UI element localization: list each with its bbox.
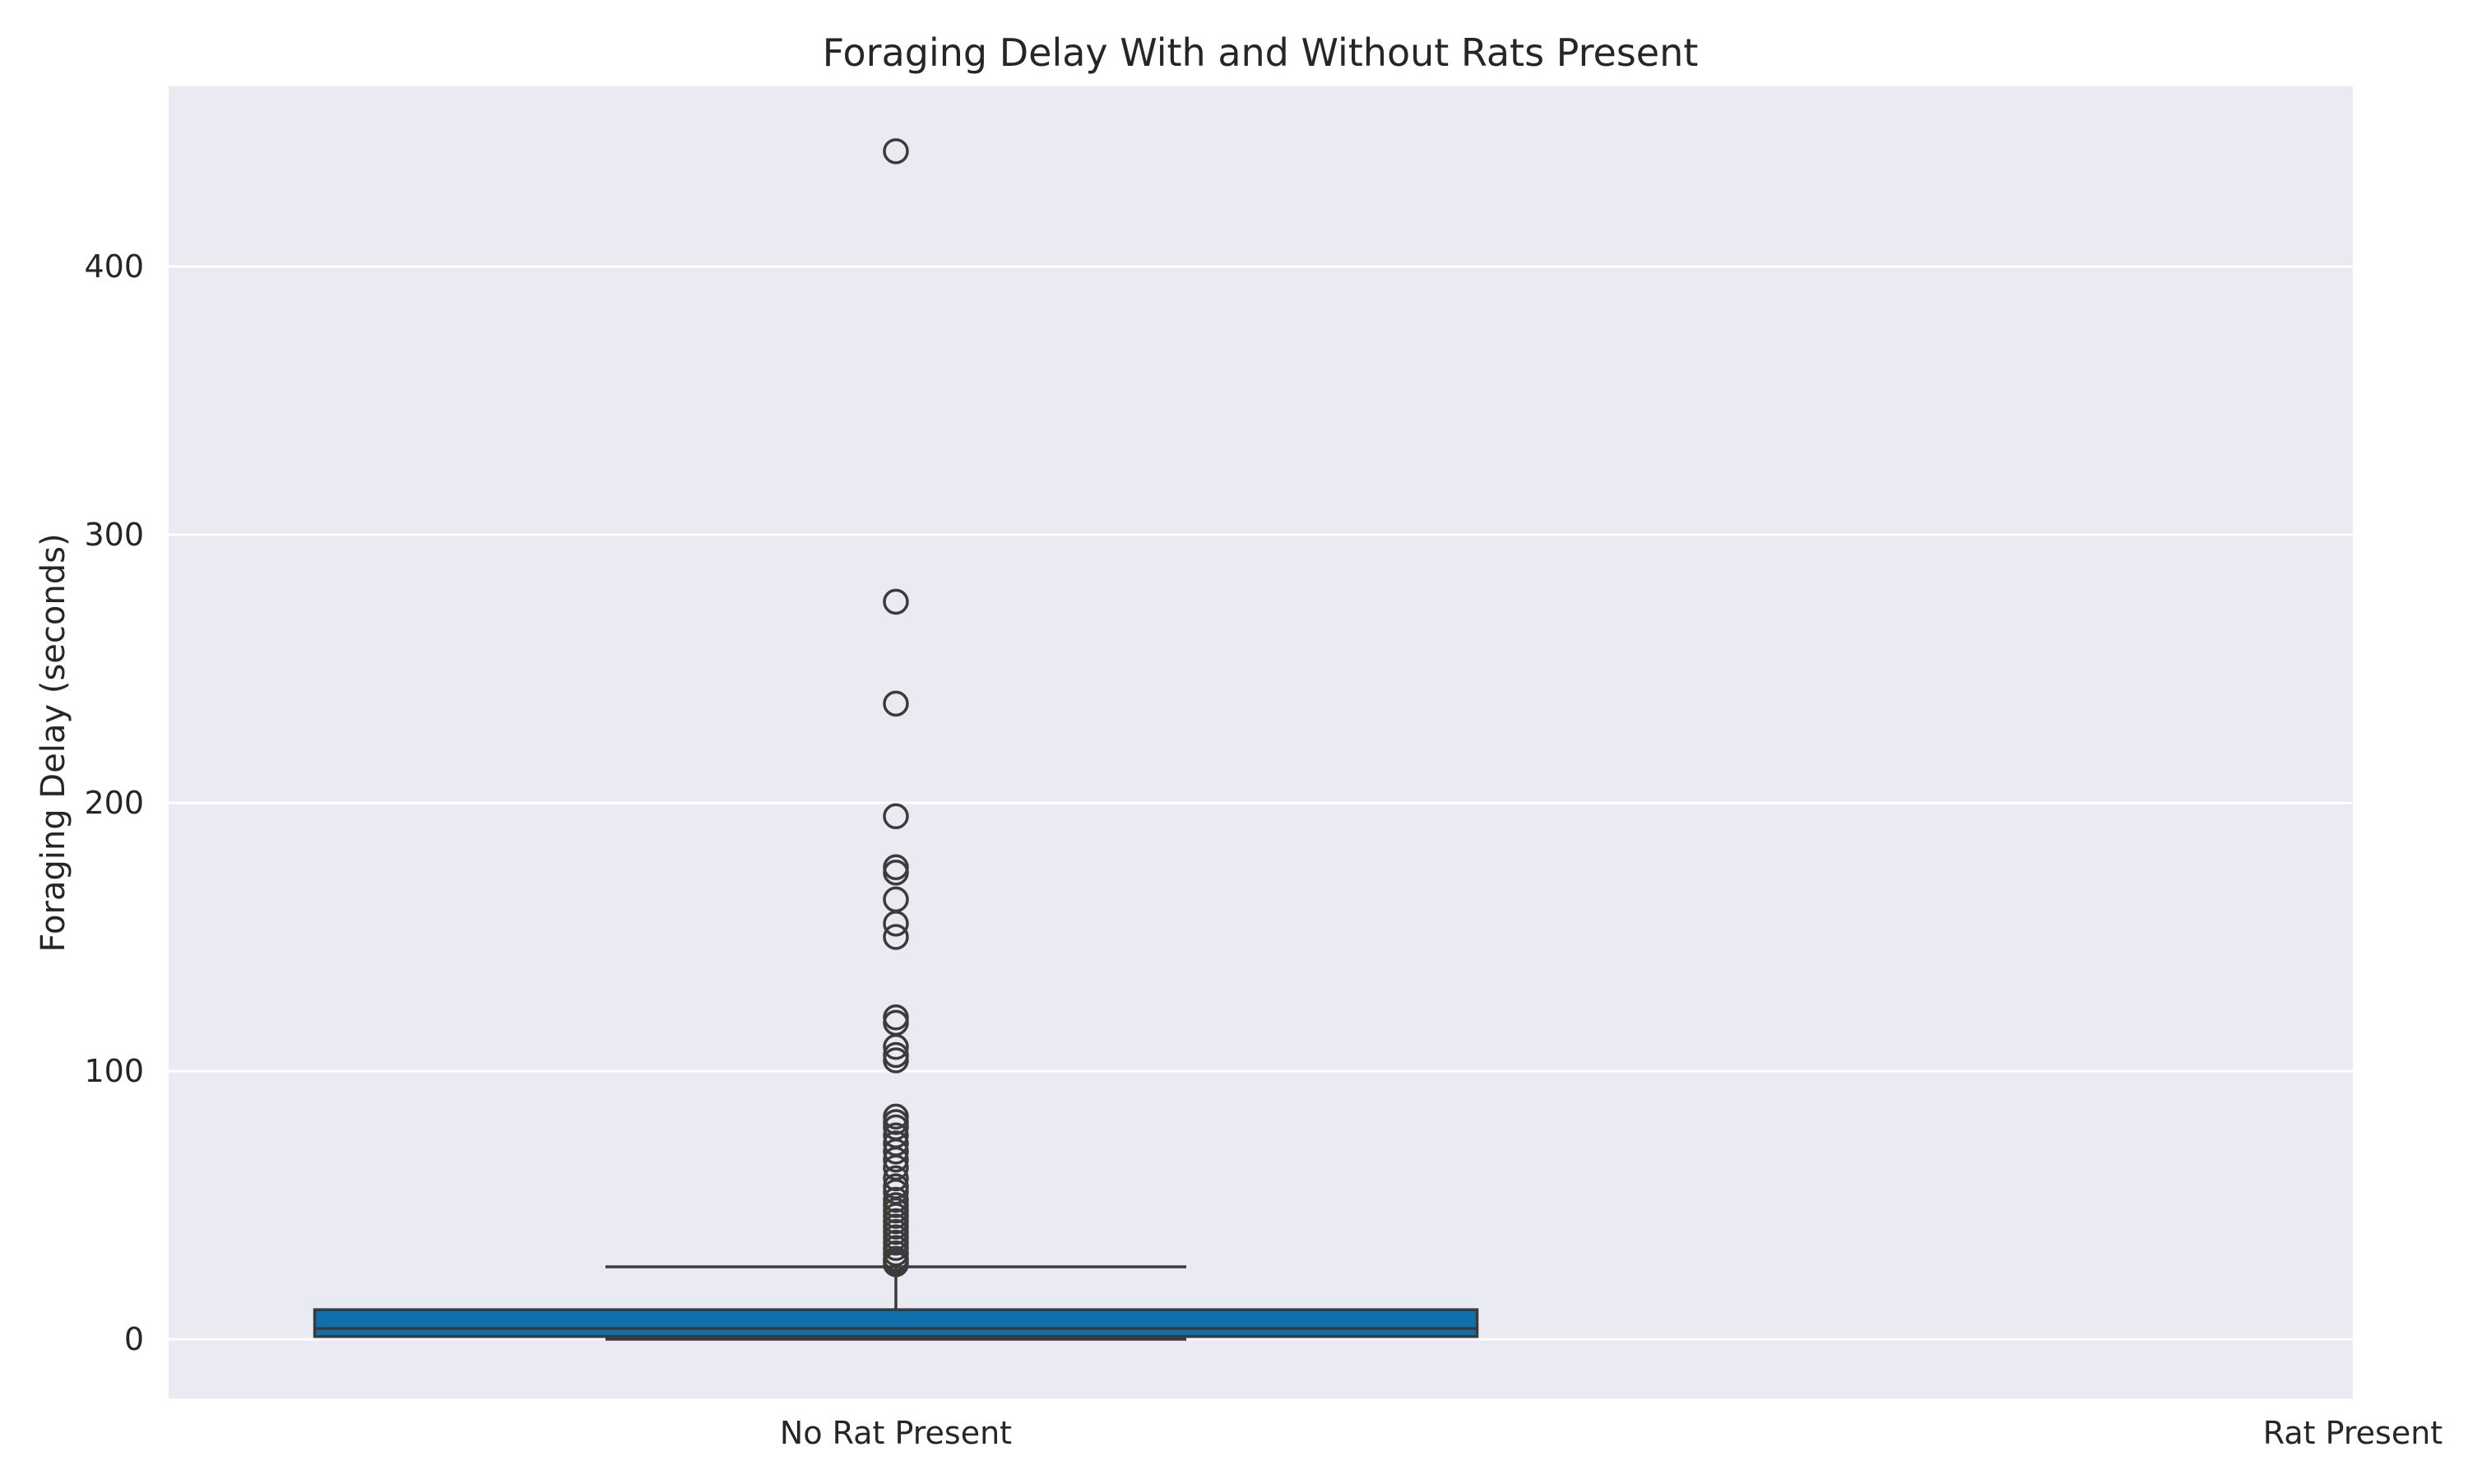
y-tick-label: 300	[84, 517, 144, 553]
outlier-point	[883, 138, 909, 165]
y-tick-label: 100	[84, 1053, 144, 1089]
outlier-point	[883, 1139, 909, 1165]
x-tick-label: Rat Present	[2263, 1415, 2442, 1451]
y-tick-label: 400	[84, 248, 144, 285]
box-group	[313, 138, 1479, 1341]
chart-title: Foraging Delay With and Without Rats Pre…	[823, 30, 1699, 75]
outlier-point	[883, 1047, 909, 1074]
outlier-point	[883, 1165, 909, 1192]
box-iqr	[313, 1308, 1479, 1338]
grid-lines	[169, 265, 2353, 1341]
x-tick-label: No Rat Present	[780, 1415, 1012, 1451]
outlier-point	[883, 1250, 909, 1278]
y-axis-label: Foraging Delay (seconds)	[35, 533, 72, 952]
y-tick-label: 0	[124, 1321, 144, 1357]
outlier-point	[883, 910, 909, 937]
plot-background	[169, 86, 2353, 1398]
box-series	[313, 138, 1479, 1341]
outlier-point	[883, 588, 909, 615]
outlier-point	[883, 924, 909, 950]
outlier-point	[883, 803, 909, 830]
outlier-point	[883, 690, 909, 717]
outlier-point	[883, 1146, 909, 1173]
y-tick-labels: 0 100 200 300 400	[84, 248, 144, 1357]
outlier-point	[883, 860, 909, 886]
x-tick-labels: No Rat Present Rat Present	[780, 1415, 2442, 1451]
outlier-point	[883, 1033, 909, 1060]
y-tick-label: 200	[84, 785, 144, 821]
